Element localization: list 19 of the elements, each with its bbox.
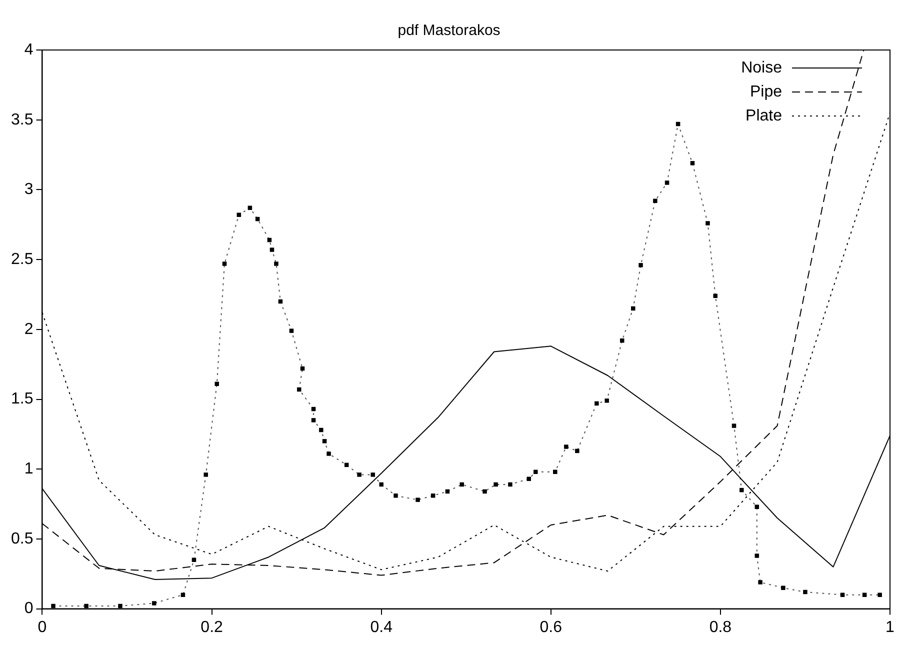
x-tick-label: 0.8 bbox=[709, 618, 732, 636]
x-tick-label: 0 bbox=[38, 618, 47, 636]
y-tick-label: 0 bbox=[24, 600, 34, 618]
chart-title: pdf Mastorakos bbox=[398, 22, 500, 40]
y-tick-label: 1 bbox=[24, 460, 34, 478]
y-tick-label: 2.5 bbox=[10, 250, 34, 268]
x-tick-label: 0.6 bbox=[540, 618, 562, 636]
y-tick-label: 3 bbox=[24, 181, 34, 198]
y-tick-label: 1.5 bbox=[10, 390, 34, 408]
legend-label: Pipe bbox=[750, 83, 782, 100]
y-tick-label: 0.5 bbox=[10, 530, 34, 548]
x-tick-label: 0.2 bbox=[200, 618, 224, 636]
y-tick-label: 4 bbox=[24, 41, 34, 58]
legend-label: Noise bbox=[741, 59, 782, 76]
x-tick-label: 1 bbox=[886, 618, 895, 636]
y-tick-label: 3.5 bbox=[10, 111, 34, 128]
legend-label: Plate bbox=[746, 107, 782, 124]
y-tick-label: 2 bbox=[24, 320, 34, 338]
x-tick-label: 0.4 bbox=[370, 618, 393, 636]
